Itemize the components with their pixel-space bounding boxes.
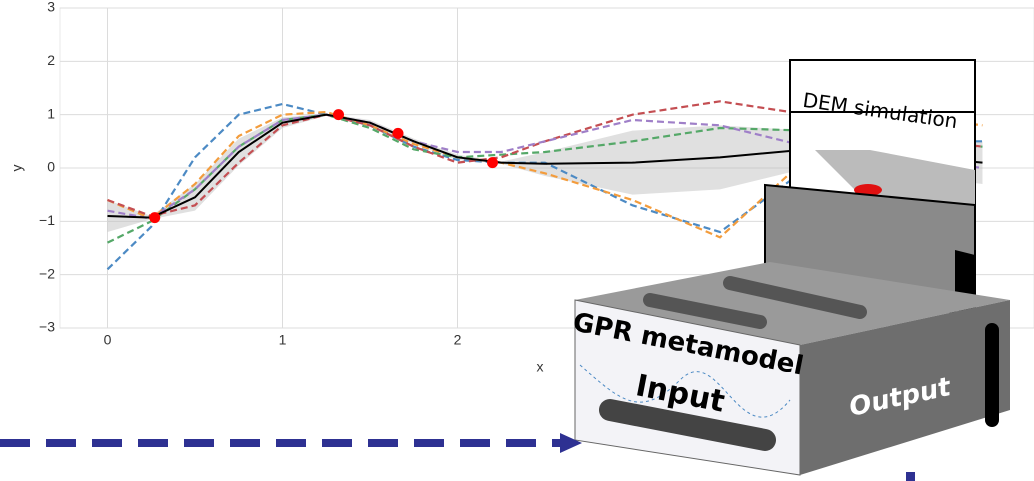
y-tick-label: 2 (47, 52, 55, 68)
box-side (800, 300, 1010, 475)
observation (392, 127, 404, 139)
y-tick-label: 3 (47, 0, 55, 15)
front-curve (579, 364, 791, 418)
x-tick-label: 0 (104, 332, 112, 348)
y-tick-label: −2 (39, 265, 55, 281)
mean-curve (107, 113, 983, 219)
observation (487, 157, 498, 169)
observation (149, 212, 161, 224)
slot (723, 276, 867, 319)
observation (333, 109, 344, 121)
x-tick-label: 2 (454, 332, 462, 348)
y-tick-label: −3 (39, 319, 55, 335)
sample-curve (107, 113, 983, 220)
x-axis-label: x (537, 359, 544, 375)
arrow-head (560, 433, 582, 453)
y-tick-label: 1 (47, 105, 55, 121)
sample-curve (107, 110, 983, 239)
y-axis-label: y (9, 165, 25, 172)
sample-curve (107, 100, 983, 218)
y-tick-label: −1 (39, 212, 55, 228)
slot (643, 293, 767, 329)
arrow-stub (906, 472, 915, 481)
x-tick-label: 1 (279, 332, 287, 348)
plot (60, 7, 1034, 329)
sim-shape (815, 150, 975, 215)
sim-particles (854, 184, 882, 196)
y-tick-label: 0 (47, 159, 55, 175)
slot (599, 399, 776, 451)
